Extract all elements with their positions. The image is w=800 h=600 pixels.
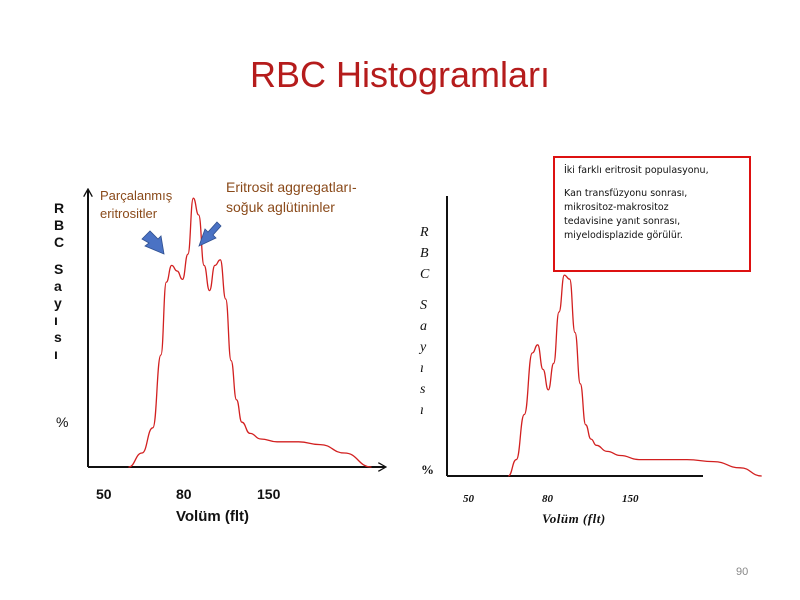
right-y-axis-label: R B C S a y ı s ı — [420, 222, 440, 421]
y-label-letter: R — [54, 200, 65, 216]
y-label-letter: B — [54, 217, 65, 233]
right-histogram-curve — [508, 274, 762, 477]
info-box-line: mikrositoz-makrositoz — [564, 202, 669, 213]
left-y-axis-label: R B C S a y ı s ı — [54, 200, 74, 363]
y-label-letter: R — [420, 225, 429, 240]
annotation-aggregates: Eritrosit aggregatları- soğuk aglütininl… — [226, 177, 386, 217]
y-label-letter: C — [54, 234, 65, 250]
info-box-line: Kan transfüzyonu sonrası, — [564, 188, 688, 199]
arrow-icon — [198, 221, 222, 247]
annotation-line: eritrositler — [100, 206, 158, 221]
left-x-tick-label: 80 — [176, 486, 192, 502]
y-label-letter: C — [420, 267, 430, 282]
y-label-letter: s — [54, 329, 62, 345]
slide-title: RBC Histogramları — [249, 54, 551, 95]
y-label-letter: a — [420, 319, 427, 334]
annotation-line: soğuk aglütininler — [226, 199, 335, 215]
y-label-letter: S — [54, 261, 64, 277]
left-x-axis-label: Volüm (flt) — [176, 508, 250, 525]
left-y-percent: % — [56, 414, 69, 430]
right-x-tick-label: 80 — [542, 493, 553, 505]
left-x-tick-label: 150 — [257, 486, 281, 502]
annotation-fragmented-rbc: Parçalanmış eritrositler — [100, 187, 210, 223]
right-x-axis-label: Volüm (flt) — [542, 511, 606, 526]
arrow-icon — [141, 230, 165, 255]
left-x-tick-label: 50 — [96, 486, 112, 502]
y-label-letter: S — [420, 298, 427, 313]
info-box-line: miyelodisplazide görülür. — [564, 230, 683, 241]
annotation-line: Parçalanmış — [100, 188, 173, 203]
y-label-letter: ı — [54, 346, 58, 362]
right-x-tick-label: 150 — [622, 493, 639, 505]
y-label-letter: B — [420, 246, 429, 261]
y-label-letter: ı — [420, 361, 424, 376]
right-y-percent: % — [421, 462, 434, 477]
annotation-line: Eritrosit aggregatları- — [226, 179, 357, 195]
y-label-letter: ı — [420, 403, 424, 418]
right-x-tick-label: 50 — [463, 493, 474, 505]
info-box: İki farklı eritrosit populasyonu, Kan tr… — [553, 156, 751, 272]
page-number: 90 — [736, 566, 749, 578]
y-label-letter: s — [420, 382, 426, 397]
y-label-letter: y — [54, 295, 62, 311]
y-label-letter: y — [420, 340, 427, 355]
y-label-letter: ı — [54, 312, 58, 328]
info-box-line: tedavisine yanıt sonrası, — [564, 216, 681, 227]
info-box-heading: İki farklı eritrosit populasyonu, — [564, 165, 709, 176]
left-histogram-curve — [128, 197, 372, 468]
y-label-letter: a — [54, 278, 62, 294]
